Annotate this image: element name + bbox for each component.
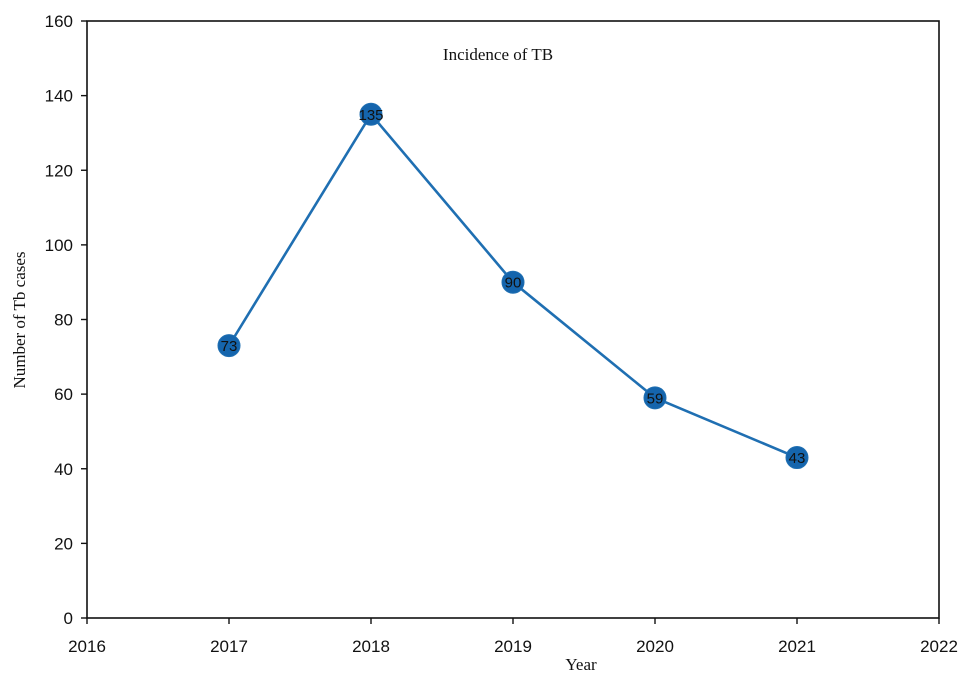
y-tick-label: 20: [54, 534, 73, 553]
data-point: [785, 446, 809, 470]
y-axis-title: Number of Tb cases: [10, 251, 29, 388]
data-label: 90: [505, 275, 522, 292]
data-point: [643, 386, 667, 410]
y-tick-label: 120: [45, 161, 73, 180]
y-axis: 0 20 40 60 80 100 120 140 160: [45, 12, 87, 628]
x-axis: 2016 2017 2018 2019 2020 2021 2022: [68, 618, 958, 656]
y-tick-label: 80: [54, 311, 73, 330]
y-tick-label: 60: [54, 385, 73, 404]
y-tick-label: 40: [54, 460, 73, 479]
y-tick-label: 160: [45, 12, 73, 31]
data-label: 135: [358, 107, 383, 124]
data-label: 73: [221, 338, 238, 355]
y-tick-label: 100: [45, 236, 73, 255]
x-tick-label: 2022: [920, 637, 958, 656]
x-tick-label: 2016: [68, 637, 106, 656]
x-tick-label: 2020: [636, 637, 674, 656]
data-point: [217, 334, 241, 358]
x-tick-label: 2018: [352, 637, 390, 656]
data-label: 59: [647, 390, 664, 407]
data-point: [359, 102, 383, 126]
plot-frame: [86, 20, 940, 619]
chart-title: Incidence of TB: [443, 45, 553, 64]
data-point: [501, 270, 525, 294]
x-tick-label: 2021: [778, 637, 816, 656]
series-layer: 73 135 90 59 43: [217, 102, 809, 470]
y-tick-label: 0: [64, 609, 73, 628]
x-tick-label: 2019: [494, 637, 532, 656]
x-axis-title: Year: [565, 655, 597, 673]
data-label: 43: [789, 450, 806, 467]
x-tick-label: 2017: [210, 637, 248, 656]
y-tick-label: 140: [45, 87, 73, 106]
